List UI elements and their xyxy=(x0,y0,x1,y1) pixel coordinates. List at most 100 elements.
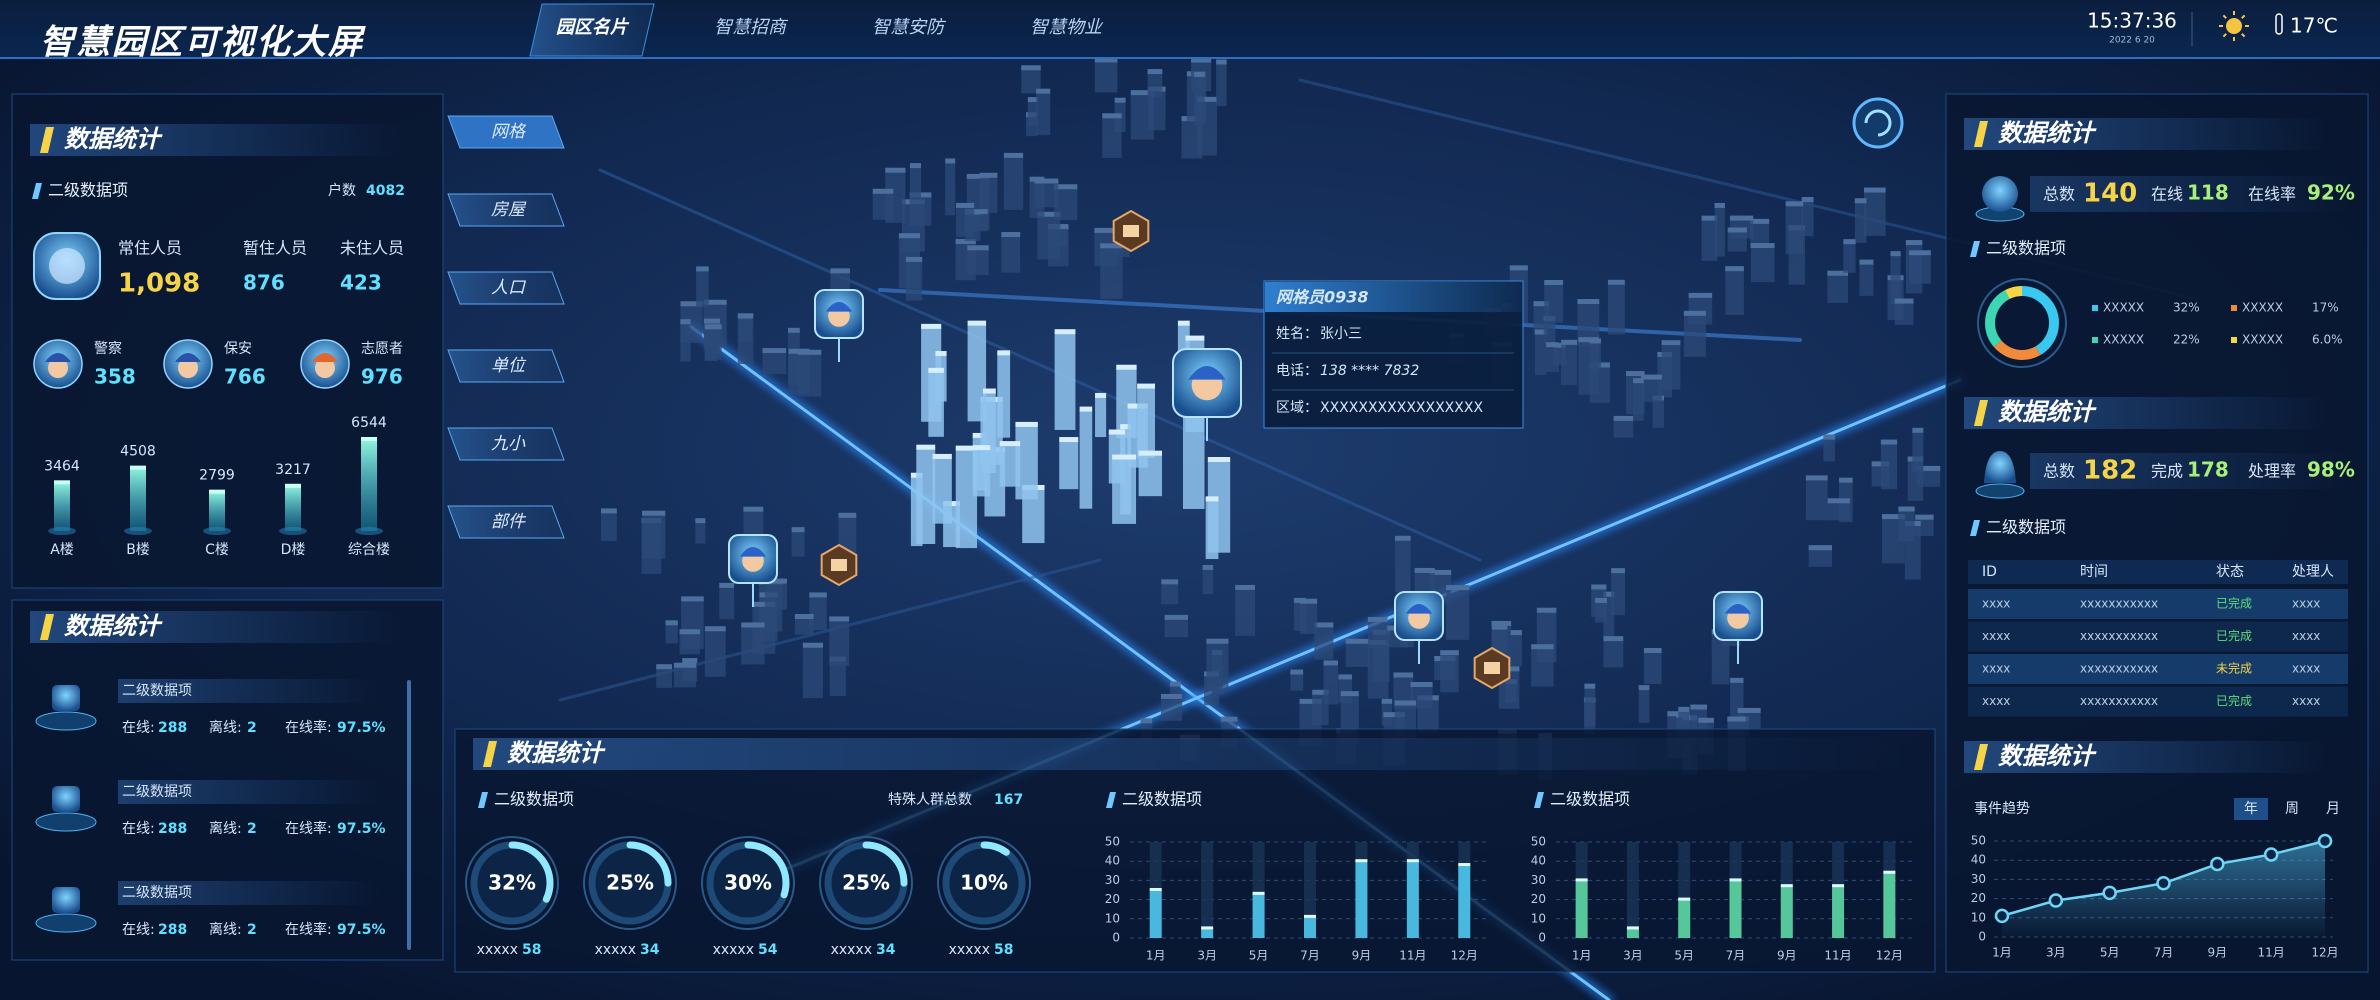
title-bar xyxy=(1964,397,2328,429)
bar-cap xyxy=(1252,891,1265,895)
building-roof xyxy=(1120,424,1131,430)
nav-tab[interactable]: 智慧安防 xyxy=(872,17,947,38)
bar xyxy=(54,482,70,531)
kpi-value: 140 xyxy=(2083,179,2137,209)
table-cell: xxxxxxxxxxx xyxy=(2080,662,2158,676)
building xyxy=(905,260,923,301)
y-tick-label: 10 xyxy=(1531,911,1546,925)
shop-icon xyxy=(1123,225,1139,237)
gauge-name: xxxxx xyxy=(595,942,636,958)
building-roof xyxy=(1638,685,1650,691)
building-roof xyxy=(1727,716,1746,722)
building xyxy=(1440,654,1459,693)
y-tick-label: 30 xyxy=(1531,873,1546,887)
bar xyxy=(361,439,377,531)
header-bar xyxy=(0,0,2380,58)
staff-face xyxy=(315,358,335,378)
popup-row-label: 姓名： xyxy=(1276,326,1318,342)
nav-tab[interactable]: 园区名片 xyxy=(556,17,630,38)
building-roof xyxy=(1785,201,1804,207)
tab[interactable]: 年 xyxy=(2244,801,2258,817)
building-roof xyxy=(1345,638,1370,644)
resident-face xyxy=(49,248,85,284)
building xyxy=(1750,247,1775,283)
building xyxy=(764,582,788,610)
tab[interactable]: 月 xyxy=(2326,801,2340,817)
bar xyxy=(1458,865,1471,938)
building-roof xyxy=(1094,57,1118,63)
building xyxy=(741,626,765,665)
temperature: 17℃ xyxy=(2290,14,2338,38)
building-roof xyxy=(921,323,942,329)
building-roof xyxy=(1206,638,1229,644)
gauge-count: 58 xyxy=(994,942,1013,958)
menu-label[interactable]: 房屋 xyxy=(491,200,527,220)
online-value: 288 xyxy=(158,720,187,736)
kpi-icon xyxy=(1984,451,2016,483)
building-roof xyxy=(945,158,956,164)
building-roof xyxy=(1611,568,1625,574)
menu-button[interactable] xyxy=(447,271,565,305)
bar-value-label: 4508 xyxy=(120,444,156,460)
households-label: 户数 xyxy=(328,182,356,199)
building-roof xyxy=(1859,259,1874,265)
building-roof xyxy=(1536,607,1557,613)
menu-button[interactable] xyxy=(447,427,565,461)
building xyxy=(1015,425,1038,500)
title-bar xyxy=(473,738,1907,770)
subtitle-mark xyxy=(1534,792,1544,808)
building-roof xyxy=(1054,184,1078,190)
building xyxy=(829,660,846,697)
refresh-button[interactable] xyxy=(1852,97,1904,149)
building-roof xyxy=(764,578,788,584)
menu-button[interactable] xyxy=(447,349,565,383)
building xyxy=(1603,595,1615,638)
x-tick-label: 5月 xyxy=(2100,946,2120,960)
staff-face xyxy=(48,358,68,378)
building xyxy=(1164,618,1188,638)
menu-label[interactable]: 九小 xyxy=(491,434,526,454)
building xyxy=(1022,488,1045,544)
table-cell: 已完成 xyxy=(2216,693,2252,708)
gauge-arc xyxy=(824,841,908,925)
building xyxy=(791,531,805,557)
gauge-count: 34 xyxy=(640,942,660,958)
menu-button[interactable] xyxy=(447,193,565,227)
tab[interactable]: 周 xyxy=(2285,801,2299,817)
menu-label[interactable]: 单位 xyxy=(491,356,527,376)
section-title: 数据统计 xyxy=(1998,398,2097,426)
building-roof xyxy=(1015,421,1038,427)
menu-label[interactable]: 部件 xyxy=(491,512,527,532)
legend-label: XXXXX xyxy=(2103,333,2144,347)
bar xyxy=(1149,890,1162,938)
subtitle-mark xyxy=(32,183,42,199)
bar xyxy=(209,491,225,531)
scrollbar[interactable] xyxy=(407,680,411,950)
building xyxy=(1633,382,1644,421)
menu-label[interactable]: 人口 xyxy=(491,278,527,298)
building-roof xyxy=(1116,364,1137,370)
building-roof xyxy=(1207,457,1231,463)
building xyxy=(999,445,1021,487)
building-roof xyxy=(1898,506,1915,512)
building-roof xyxy=(1643,647,1662,653)
menu-label[interactable]: 网格 xyxy=(491,122,527,142)
chart-title: 事件趋势 xyxy=(1974,801,2030,817)
building xyxy=(1611,572,1625,616)
building xyxy=(1898,510,1915,541)
bar xyxy=(1304,916,1316,938)
subtitle-mark xyxy=(1970,520,1980,536)
nav-tab[interactable]: 智慧招商 xyxy=(714,17,789,38)
online-value: 288 xyxy=(158,821,187,837)
nav-tab[interactable]: 智慧物业 xyxy=(1030,17,1104,38)
offline-value: 2 xyxy=(247,922,257,938)
building-roof xyxy=(1698,717,1714,723)
y-tick-label: 10 xyxy=(1971,910,1986,924)
building-roof xyxy=(1905,240,1923,246)
menu-button[interactable] xyxy=(447,505,565,539)
building-roof xyxy=(972,432,987,438)
building-roof xyxy=(680,319,691,325)
menu-button[interactable] xyxy=(447,115,565,149)
legend-swatch xyxy=(2231,305,2237,311)
building-roof xyxy=(1701,215,1718,221)
